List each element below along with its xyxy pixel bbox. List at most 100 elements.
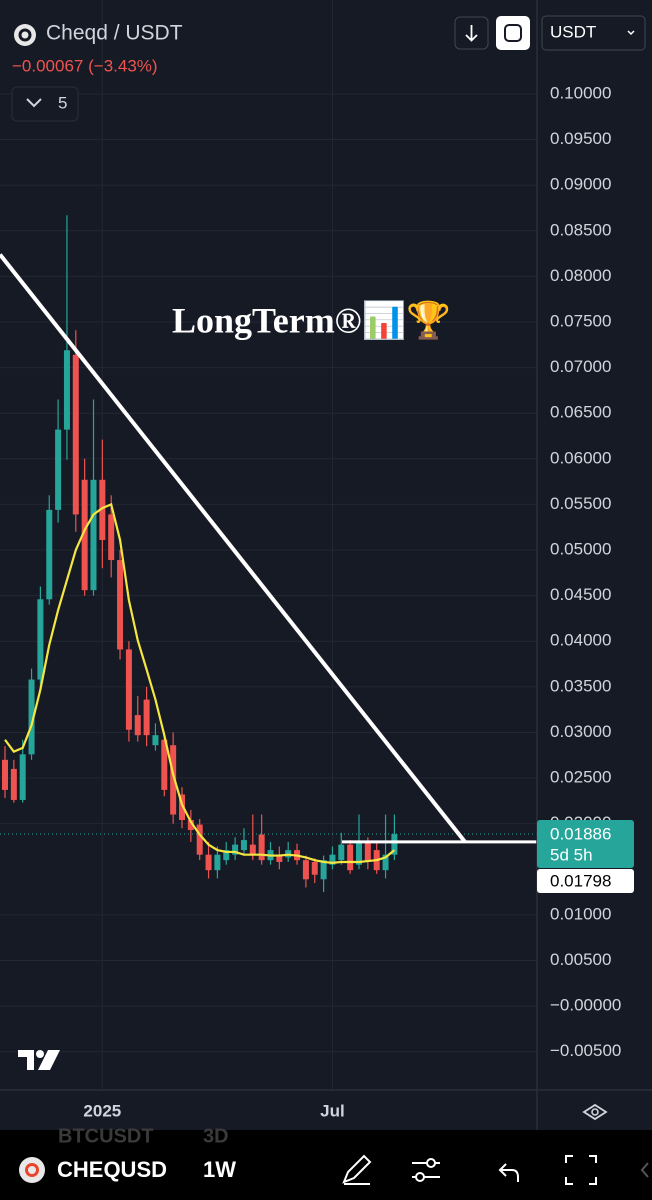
undo-icon[interactable] xyxy=(498,1163,519,1182)
candle-body xyxy=(276,854,283,862)
symbol-logo xyxy=(14,24,36,46)
candle-body xyxy=(28,679,35,755)
logo-glyph xyxy=(18,28,32,42)
currency-dropdown[interactable] xyxy=(541,15,646,51)
candle-body xyxy=(72,354,79,515)
y-tick-label: 0.08000 xyxy=(550,266,611,285)
candle-body xyxy=(179,794,185,821)
candle-body xyxy=(108,514,115,561)
symbol-logo xyxy=(19,1157,45,1183)
dropdown-arrow xyxy=(627,30,635,36)
candle-body xyxy=(37,599,44,680)
candle-body xyxy=(258,834,265,861)
candle-body xyxy=(214,854,221,871)
candle-body xyxy=(117,560,124,650)
candle-body xyxy=(81,479,88,591)
x-tick-label: 2025 xyxy=(83,1101,121,1120)
candle-body xyxy=(2,759,8,790)
candle-body xyxy=(143,699,150,736)
last-price-badge xyxy=(537,820,634,869)
candle-body xyxy=(320,860,327,880)
toolbar-symbol[interactable]: CHEQUSD xyxy=(57,1157,167,1182)
y-tick-label: 0.06500 xyxy=(550,403,611,422)
candle-body xyxy=(90,479,97,591)
y-tick-label: 0.05500 xyxy=(550,494,611,513)
candle-body xyxy=(134,715,141,736)
candle-body xyxy=(161,739,168,790)
trend-line xyxy=(0,253,467,844)
price-axis: 0.10000 0.09500 0.09000 0.08500 0.08000 0.075… xyxy=(537,83,634,1060)
candle-body xyxy=(187,820,194,831)
tv-logo-dot xyxy=(36,1050,44,1058)
y-tick-label: 0.08500 xyxy=(550,220,611,239)
more-icon[interactable] xyxy=(640,1162,649,1178)
currency: USDT xyxy=(550,22,596,41)
price-change: −0.00067 (−3.43%) xyxy=(12,56,158,75)
candle-body xyxy=(19,754,26,800)
candle-body xyxy=(232,844,239,855)
indicator-toggle[interactable] xyxy=(11,86,79,122)
candle-body xyxy=(125,649,132,730)
square-icon xyxy=(504,24,522,42)
candle-body xyxy=(99,479,106,540)
candle-body xyxy=(364,842,371,862)
candle-body xyxy=(223,850,230,861)
symbol-title[interactable]: Cheqd / USDT xyxy=(46,22,183,45)
y-tick-label: 0.02500 xyxy=(550,768,611,787)
candle-body xyxy=(356,842,362,865)
y-tick-label: 0.07000 xyxy=(550,357,611,376)
candle-body xyxy=(10,768,17,800)
y-tick-label: 0.04500 xyxy=(550,585,611,604)
layout-button[interactable] xyxy=(496,16,530,50)
last-price-label: 0.01886 xyxy=(550,825,611,844)
y-tick-label: 0.10000 xyxy=(550,83,611,102)
y-tick-label: 0.09500 xyxy=(550,129,611,148)
watermark: LongTerm®📊🏆 xyxy=(172,299,451,340)
background-interval: 3D xyxy=(203,1125,229,1147)
x-tick-label: Jul xyxy=(320,1101,345,1120)
settings-icon[interactable] xyxy=(582,1103,608,1121)
y-tick-label: 0.01000 xyxy=(550,904,611,923)
tv-logo xyxy=(18,1050,60,1070)
candle-body xyxy=(382,854,389,871)
arrow-icon xyxy=(465,25,478,42)
candle-body xyxy=(63,350,70,430)
logo-glyph xyxy=(25,1163,39,1177)
y-tick-label: 0.06000 xyxy=(550,448,611,467)
candle-body xyxy=(170,745,177,815)
candle-body xyxy=(55,429,62,510)
y-tick-label: 0.07500 xyxy=(550,311,611,330)
candle-body xyxy=(46,509,53,600)
candle-body xyxy=(338,844,345,861)
y-tick-label: 0.00500 xyxy=(550,950,611,969)
y-tick-label: 0.09000 xyxy=(550,175,611,194)
candle-body xyxy=(311,861,318,875)
candle-body xyxy=(152,735,159,746)
alt-price-label: 0.01798 xyxy=(550,872,611,891)
slider-knob xyxy=(415,1172,425,1182)
candle-body xyxy=(302,860,309,880)
y-tick-label: −0.00500 xyxy=(550,1041,621,1060)
toolbar xyxy=(0,1130,652,1200)
plot xyxy=(0,215,537,893)
countdown: 5d 5h xyxy=(550,846,593,865)
y-tick-label: 0.05000 xyxy=(550,540,611,559)
candle-body xyxy=(329,854,336,865)
y-tick-label: 0.03500 xyxy=(550,676,611,695)
fullscreen-icon[interactable] xyxy=(565,1155,597,1185)
y-tick-label: −0.00000 xyxy=(550,996,621,1015)
slider-knob xyxy=(426,1158,436,1168)
background-symbol: BTCUSDT xyxy=(58,1125,154,1147)
chevron-icon xyxy=(26,98,42,108)
draw-icon[interactable] xyxy=(342,1154,372,1185)
candle-body xyxy=(249,844,256,855)
background xyxy=(0,0,652,1130)
y-tick-label: 0.03000 xyxy=(550,722,611,741)
alt-price-badge xyxy=(537,869,634,894)
moving-average xyxy=(4,502,396,864)
settings-icon-dot xyxy=(591,1108,599,1116)
candle-body xyxy=(196,824,203,855)
toolbar-interval[interactable]: 1W xyxy=(203,1157,236,1182)
candle-body xyxy=(205,854,212,871)
